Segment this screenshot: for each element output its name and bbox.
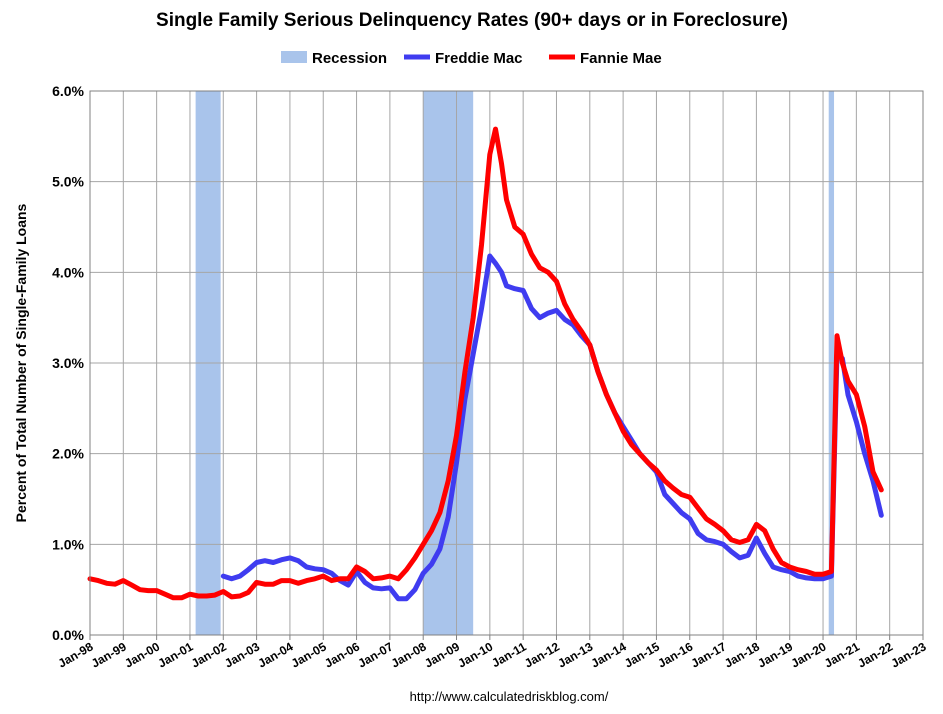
y-tick-label: 3.0% [52, 355, 84, 371]
x-tick-label: Jan-02 [189, 639, 229, 670]
x-tick-label: Jan-12 [522, 639, 562, 670]
x-tick-label: Jan-17 [689, 639, 729, 670]
x-tick-label: Jan-20 [789, 639, 829, 670]
chart-title: Single Family Serious Delinquency Rates … [156, 10, 788, 31]
x-tick-label: Jan-09 [422, 639, 462, 670]
x-axis-ticks: Jan-98Jan-99Jan-00Jan-01Jan-02Jan-03Jan-… [56, 635, 929, 671]
series-line-freddie-mac [220, 253, 884, 602]
x-tick-label: Jan-16 [655, 639, 695, 670]
y-tick-label: 2.0% [52, 446, 84, 462]
legend-label-recession: Recession [312, 50, 387, 67]
x-tick-label: Jan-05 [289, 639, 329, 670]
plot-area-border [89, 90, 924, 636]
x-tick-label: Jan-08 [389, 639, 429, 670]
x-tick-label: Jan-06 [322, 639, 362, 670]
x-tick-label: Jan-11 [489, 639, 529, 670]
y-axis-label: Percent of Total Number of Single-Family… [13, 203, 29, 522]
x-tick-label: Jan-15 [622, 639, 662, 670]
x-tick-label: Jan-14 [589, 639, 629, 670]
x-tick-label: Jan-03 [222, 639, 262, 670]
x-tick-label: Jan-22 [855, 639, 895, 670]
x-tick-label: Jan-98 [56, 639, 96, 670]
y-tick-label: 1.0% [52, 536, 84, 552]
x-tick-label: Jan-10 [455, 639, 495, 670]
x-tick-label: Jan-01 [156, 639, 196, 670]
legend: Recession Freddie Mac Fannie Mae [281, 50, 662, 67]
x-tick-label: Jan-04 [255, 639, 295, 670]
x-tick-label: Jan-13 [555, 639, 595, 670]
x-tick-label: Jan-23 [889, 639, 929, 670]
series-lines [87, 126, 884, 602]
x-tick-label: Jan-21 [822, 639, 862, 670]
legend-label-freddie: Freddie Mac [435, 50, 523, 67]
y-tick-label: 5.0% [52, 174, 84, 190]
legend-label-fannie: Fannie Mae [580, 50, 662, 67]
y-tick-label: 0.0% [52, 627, 84, 643]
x-tick-label: Jan-99 [89, 639, 129, 670]
x-tick-label: Jan-18 [722, 639, 762, 670]
series-line-fannie-mae [87, 126, 884, 601]
y-axis-ticks: 0.0% 1.0% 2.0% 3.0% 4.0% 5.0% 6.0% [52, 83, 84, 643]
y-tick-label: 6.0% [52, 83, 84, 99]
x-tick-label: Jan-19 [755, 639, 795, 670]
legend-swatch-recession [281, 51, 307, 63]
x-tick-label: Jan-07 [355, 639, 395, 670]
x-tick-label: Jan-00 [122, 639, 162, 670]
y-tick-label: 4.0% [52, 264, 84, 280]
source-url: http://www.calculatedriskblog.com/ [410, 689, 609, 704]
